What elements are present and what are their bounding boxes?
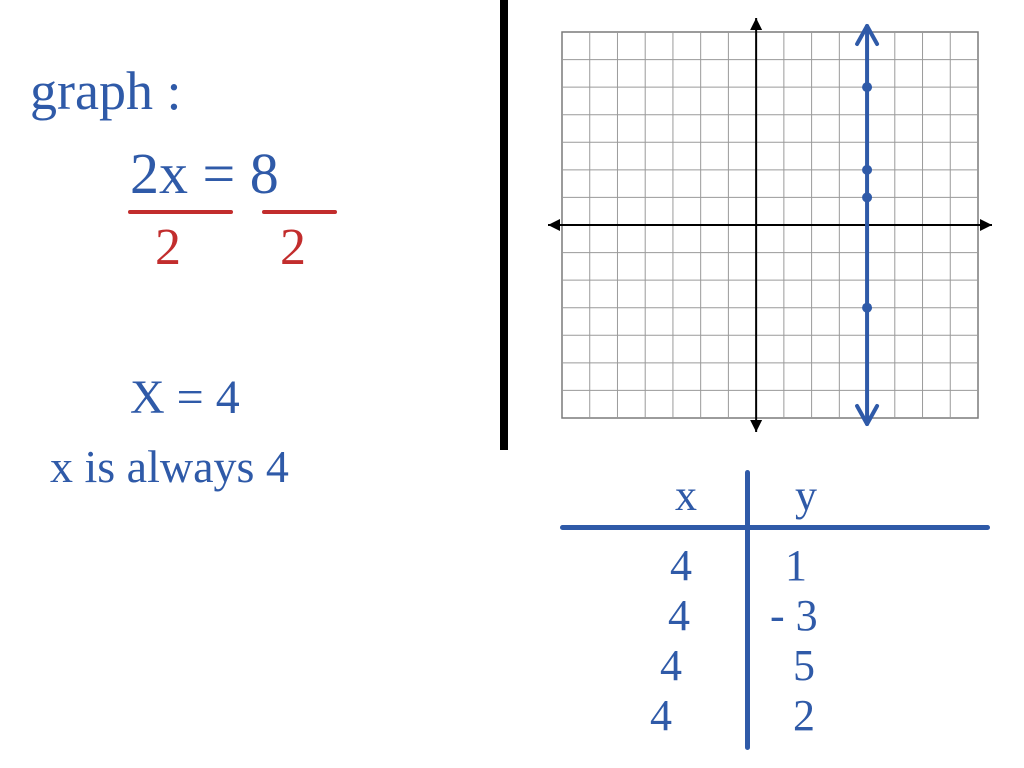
note-text: x is always 4: [50, 440, 289, 493]
title-graph: graph :: [30, 60, 181, 122]
denominator-right: 2: [280, 218, 306, 277]
tchart-header-y: y: [795, 470, 817, 521]
tchart-header-x: x: [675, 470, 697, 521]
tchart-row-x: 4: [670, 540, 692, 591]
tchart-row-y: 1: [785, 540, 807, 591]
vertical-divider: [500, 0, 508, 450]
equation-top: 2x = 8: [130, 140, 279, 207]
fraction-bar-left: [128, 210, 233, 214]
tchart-row-y: 5: [793, 640, 815, 691]
tchart-vertical-line: [745, 470, 750, 750]
denominator-left: 2: [155, 218, 181, 277]
tchart-horizontal-line: [560, 525, 990, 530]
tchart-row-x: 4: [668, 590, 690, 641]
fraction-bar-right: [262, 210, 337, 214]
tchart-row-y: - 3: [770, 590, 818, 641]
t-chart: x y 4 1 4 - 3 4 5 4 2: [560, 470, 1000, 760]
tchart-row-x: 4: [650, 690, 672, 741]
coordinate-graph: [540, 10, 1000, 440]
tchart-row-x: 4: [660, 640, 682, 691]
tchart-row-y: 2: [793, 690, 815, 741]
solution-text: X = 4: [130, 370, 240, 425]
